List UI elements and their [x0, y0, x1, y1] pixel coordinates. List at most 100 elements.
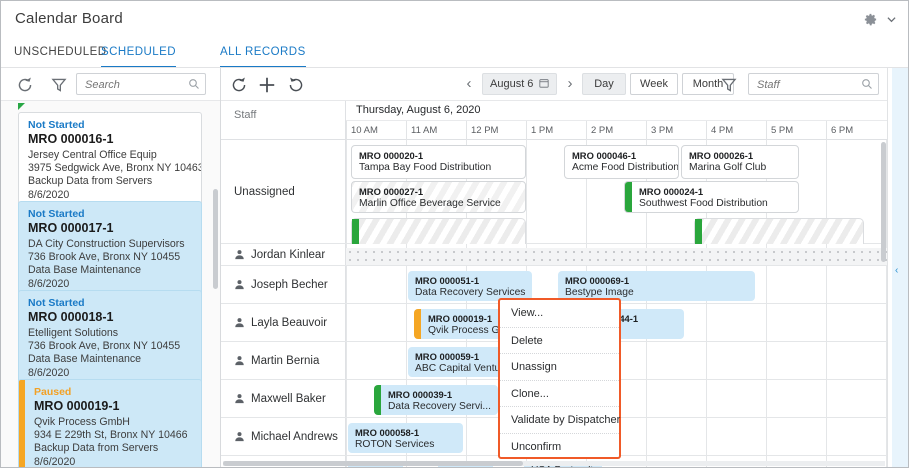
view-day-button[interactable]: Day: [582, 73, 626, 95]
card-id: MRO 000016-1: [28, 132, 114, 146]
grid-line: [826, 418, 827, 455]
unscheduled-card[interactable]: Not Started MRO 000018-1 Etelligent Soluti…: [18, 290, 202, 388]
calendar-row: Jordan Kinlear: [221, 244, 887, 266]
context-menu-item[interactable]: Validate by Dispatcher: [500, 406, 620, 433]
calendar-event[interactable]: MRO 000020-1 Tampa Bay Food Distribution: [351, 145, 526, 179]
row-staff-name: Maxwell Baker: [251, 392, 326, 405]
view-month-button[interactable]: Month: [682, 73, 734, 95]
row-lane[interactable]: [346, 244, 887, 265]
person-icon: [235, 356, 244, 366]
calendar-event[interactable]: MRO 000069-1 Bestype Image: [558, 271, 755, 301]
unscheduled-card-list[interactable]: Not Started MRO 000016-1 Jersey Central Of…: [1, 101, 220, 467]
tab-unscheduled[interactable]: UNSCHEDULED: [14, 46, 107, 58]
calendar-event[interactable]: MRO 000027-1 Marlin Office Beverage Servi…: [351, 181, 526, 213]
card-address: 934 E 229th St, Bronx NY 10466: [34, 429, 188, 442]
row-lane[interactable]: MRO 000058-1 ROTON Services: [346, 418, 887, 455]
time-axis-tick: 10 AM: [346, 121, 406, 140]
calendar-event[interactable]: MRO 000026-1 Marina Golf Club: [681, 145, 799, 179]
search-box[interactable]: [76, 73, 206, 95]
tab-scheduled[interactable]: SCHEDULED: [101, 41, 176, 68]
card-task: Backup Data from Servers: [28, 175, 153, 188]
staff-search-box[interactable]: [748, 73, 879, 95]
left-toolbar: [1, 68, 220, 101]
event-id: MRO 000020-1: [359, 150, 424, 161]
context-menu[interactable]: View... Delete Unassign Clone... Validate by…: [498, 298, 621, 459]
left-scrollbar-thumb[interactable]: [213, 189, 218, 289]
filter-icon[interactable]: [49, 75, 69, 95]
row-staff-label[interactable]: Unassigned: [221, 140, 346, 243]
grid-line: [526, 140, 527, 243]
gear-icon[interactable]: [863, 12, 878, 27]
view-week-button[interactable]: Week: [630, 73, 678, 95]
grid-line: [706, 380, 707, 417]
grid-line: [766, 418, 767, 455]
calendar-event[interactable]: MRO 000039-1 Data Recovery Servi...: [374, 385, 498, 415]
grid-line: [706, 304, 707, 341]
card-status: Not Started: [28, 208, 85, 220]
context-menu-item[interactable]: View...: [511, 307, 544, 319]
grid-line: [466, 418, 467, 455]
row-lane[interactable]: MRO 000051-1 Data Recovery Services MRO 00…: [346, 266, 887, 303]
grid-line: [706, 418, 707, 455]
chevron-down-icon[interactable]: [887, 15, 896, 24]
horizontal-scrollbar-thumb[interactable]: [223, 461, 523, 466]
context-menu-item[interactable]: Clone...: [500, 379, 619, 407]
row-staff-name: Unassigned: [234, 185, 295, 198]
event-ghost: [694, 218, 864, 244]
time-axis-tick: 5 PM: [766, 121, 826, 140]
card-date: 8/6/2020: [28, 188, 70, 201]
event-customer: Bestype Image: [565, 287, 634, 298]
context-menu-item[interactable]: Unconfirm: [500, 432, 619, 460]
context-menu-item[interactable]: Unassign: [500, 353, 619, 380]
right-panel-strip: [892, 68, 908, 467]
grid-line: [406, 304, 407, 341]
plus-icon[interactable]: [257, 75, 277, 95]
staff-search-input[interactable]: [755, 76, 859, 93]
filter-icon[interactable]: [719, 75, 739, 95]
chevron-left-icon[interactable]: ‹: [895, 265, 899, 276]
grid-line: [766, 380, 767, 417]
context-menu-item[interactable]: Delete: [500, 326, 619, 354]
row-staff-label[interactable]: Jordan Kinlear: [221, 244, 346, 265]
refresh-icon[interactable]: [15, 75, 35, 95]
row-lane[interactable]: MRO 000039-1 Data Recovery Servi...: [346, 380, 887, 417]
date-picker-button[interactable]: August 6: [482, 73, 558, 95]
card-task: Data Base Maintenance: [28, 353, 142, 366]
row-staff-label[interactable]: Layla Beauvoir: [221, 304, 346, 341]
row-staff-label[interactable]: Michael Andrews: [221, 418, 346, 455]
next-period-button[interactable]: ›: [567, 75, 573, 92]
grid-line: [346, 304, 347, 341]
row-lane[interactable]: MRO 000020-1 Tampa Bay Food Distribution M…: [346, 140, 887, 244]
history-icon[interactable]: [286, 75, 306, 95]
grid-line: [766, 266, 767, 303]
unscheduled-card[interactable]: Paused MRO 000019-1 Qvik Process GmbH 934 E…: [18, 379, 202, 467]
calendar-event[interactable]: MRO 000051-1 Data Recovery Services: [408, 271, 532, 301]
card-status-accent: [19, 380, 25, 467]
unscheduled-card[interactable]: Not Started MRO 000016-1 Jersey Central Of…: [18, 112, 202, 210]
calendar-toolbar: ‹ August 6 › Day Week Month: [221, 68, 887, 101]
prev-period-button[interactable]: ‹: [466, 75, 472, 92]
horizontal-scrollbar[interactable]: [223, 461, 885, 466]
search-input[interactable]: [83, 76, 186, 93]
page-title: Calendar Board: [15, 10, 123, 27]
date-picker-label: August 6: [490, 78, 534, 90]
date-header: Thursday, August 6, 2020: [346, 101, 887, 121]
grid-header: Staff Thursday, August 6, 2020 10 AM 11 A…: [221, 101, 887, 140]
event-status-bar: [625, 182, 632, 212]
calendar-event[interactable]: MRO 000024-1 Southwest Food Distribution: [624, 181, 799, 213]
time-axis-tick: 2 PM: [586, 121, 646, 140]
row-staff-label[interactable]: Martin Bernia: [221, 342, 346, 379]
calendar-scrollbar-thumb[interactable]: [881, 142, 886, 262]
calendar-event[interactable]: MRO 000058-1 ROTON Services: [348, 423, 463, 453]
row-staff-label[interactable]: Maxwell Baker: [221, 380, 346, 417]
row-staff-label[interactable]: Joseph Becher: [221, 266, 346, 303]
refresh-icon[interactable]: [229, 75, 249, 95]
row-staff-name: Layla Beauvoir: [251, 316, 328, 329]
tab-all-records[interactable]: ALL RECORDS: [220, 41, 306, 68]
unscheduled-card[interactable]: Not Started MRO 000017-1 DA City Construct…: [18, 201, 202, 299]
grid-line: [646, 418, 647, 455]
calendar-event[interactable]: MRO 000046-1 Acme Food Distribution: [564, 145, 679, 179]
card-id: MRO 000017-1: [28, 221, 114, 235]
event-id: MRO 000019-1: [428, 313, 493, 324]
time-axis-tick: 11 AM: [406, 121, 466, 140]
